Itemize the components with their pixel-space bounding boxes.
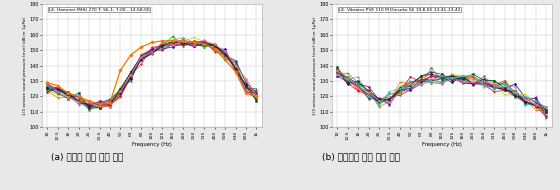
Text: LE: Vibrator PVE 110 M Dieseko S6 19.8.05 13:41-13:42: LE: Vibrator PVE 110 M Dieseko S6 19.8.0… (339, 7, 460, 12)
Text: (b) 진동기에 의한 소음 특성: (b) 진동기에 의한 소음 특성 (322, 152, 400, 161)
Text: LE: Hammer MHU 270 T: S6-1: 7:00 - 14:58:00: LE: Hammer MHU 270 T: S6-1: 7:00 - 14:58… (49, 7, 149, 12)
X-axis label: Frequency (Hz): Frequency (Hz) (132, 142, 172, 147)
Y-axis label: 1/3 octave sound pressure level (dB re 1μPa): 1/3 octave sound pressure level (dB re 1… (24, 17, 27, 115)
X-axis label: Frequency (Hz): Frequency (Hz) (422, 142, 461, 147)
Text: (a) 항타에 의한 소음 특성: (a) 항타에 의한 소음 특성 (50, 152, 123, 161)
Y-axis label: 1/3 octave sound pressure level (dB re 1μPa): 1/3 octave sound pressure level (dB re 1… (313, 17, 318, 115)
